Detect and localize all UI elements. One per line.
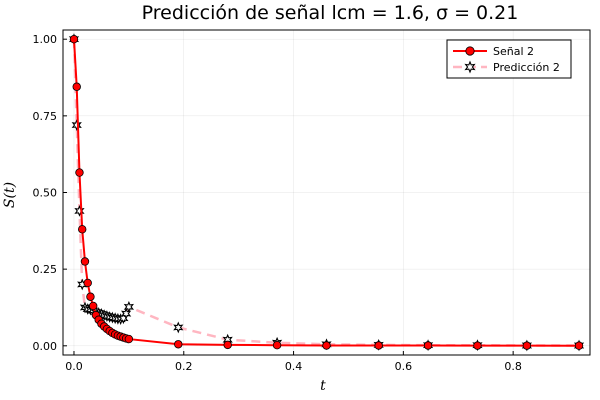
- prediction-point: [74, 204, 85, 217]
- signal-point: [88, 301, 98, 311]
- legend: Señal 2 Predicción 2: [446, 39, 572, 79]
- signal-point: [374, 341, 383, 350]
- legend-box: [446, 39, 572, 79]
- signal-point: [473, 341, 482, 350]
- prediction-point: [121, 307, 132, 320]
- signal-point: [86, 292, 95, 301]
- legend-label: Señal 2: [493, 45, 534, 58]
- signal-point: [72, 82, 81, 91]
- x-axis-label: t: [320, 378, 326, 394]
- signal-point: [574, 341, 584, 350]
- prediction-point: [123, 300, 134, 313]
- y-axis-label: S(t): [2, 182, 18, 208]
- x-tick-label: 0.4: [285, 360, 303, 373]
- signal-point: [522, 341, 532, 350]
- legend-marker-prediction: [464, 60, 476, 74]
- x-tick-label: 0.2: [175, 360, 193, 373]
- y-tick-label: 0.00: [33, 340, 58, 353]
- signal-point: [80, 257, 90, 266]
- signal-point: [83, 278, 92, 288]
- signal-point: [69, 34, 79, 44]
- x-tick-label: 0.6: [395, 360, 413, 373]
- legend-marker-signal: [465, 46, 475, 56]
- legend-label: Predicción 2: [493, 61, 560, 74]
- signal-point: [124, 334, 134, 344]
- x-ticks: 0.0 0.2 0.4 0.6 0.8: [65, 351, 522, 373]
- y-tick-label: 0.75: [33, 110, 58, 123]
- y-tick-label: 1.00: [33, 33, 58, 46]
- signal-point: [423, 341, 433, 350]
- prediction-point: [173, 321, 184, 334]
- signal-point: [78, 225, 87, 234]
- chart-title: Predicción de señal lcm = 1.6, σ = 0.21: [142, 2, 519, 24]
- y-tick-label: 0.25: [33, 263, 58, 276]
- y-tick-label: 0.50: [33, 187, 58, 200]
- y-ticks: 0.00 0.25 0.50 0.75 1.00: [33, 33, 67, 353]
- signal-point: [174, 340, 183, 349]
- series-0: [69, 34, 584, 350]
- signal-point: [272, 340, 282, 350]
- signal-point: [223, 340, 232, 350]
- series-layer: [68, 33, 585, 352]
- x-tick-label: 0.0: [65, 360, 83, 373]
- prediction-point: [71, 119, 82, 131]
- x-tick-label: 0.8: [504, 360, 522, 373]
- grid: [63, 30, 590, 355]
- signal-point: [322, 341, 331, 350]
- signal-point: [75, 168, 84, 177]
